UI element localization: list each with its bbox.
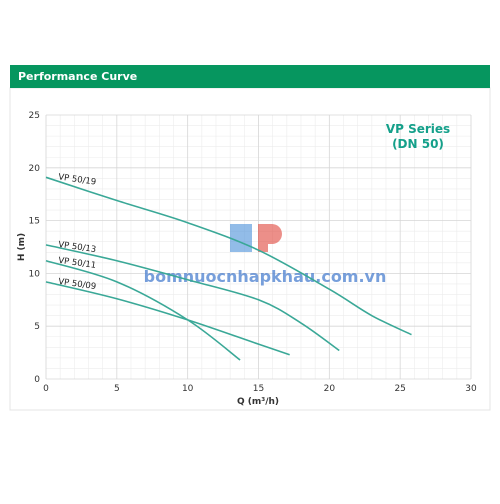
curve [45,281,290,356]
x-tick-label: 10 [182,384,194,394]
logo-l [230,224,252,252]
curve [45,176,412,336]
grid [45,114,472,380]
y-tick-label: 20 [29,164,41,174]
header-bar [10,65,490,88]
y-tick-label: 10 [29,269,41,279]
y-tick-label: 15 [29,217,40,227]
annotation: VP Series [386,122,450,136]
x-tick-label: 30 [465,384,477,394]
x-tick-label: 0 [43,384,49,394]
x-tick-label: 25 [394,384,405,394]
header-title: Performance Curve [18,70,137,83]
logo-p [258,224,282,252]
x-axis-label: Q (m³/h) [237,397,279,407]
watermark: bomnuocnhapkhau.com.vn [144,267,387,286]
curve [45,259,241,361]
curve [45,244,340,352]
y-tick-label: 0 [34,375,40,385]
x-tick-label: 5 [114,384,120,394]
y-tick-label: 25 [29,111,40,121]
y-axis-label: H (m) [17,233,27,261]
annotation: (DN 50) [392,137,444,151]
x-tick-label: 15 [253,384,264,394]
x-tick-label: 20 [324,384,336,394]
y-tick-label: 5 [34,322,40,332]
